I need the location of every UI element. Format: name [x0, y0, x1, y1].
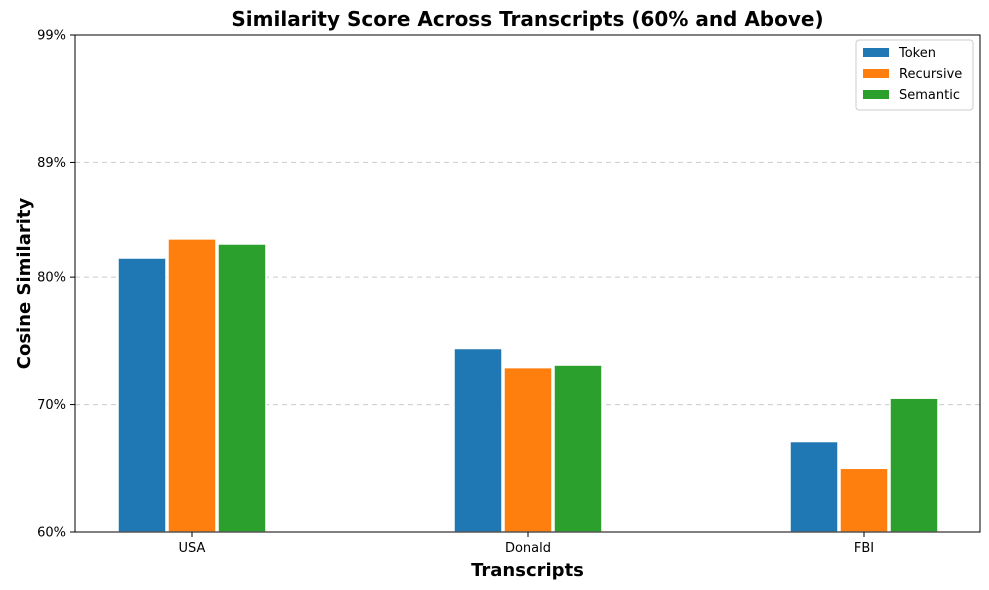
x-axis-label: Transcripts: [471, 560, 584, 581]
legend-label-token: Token: [898, 46, 936, 61]
bar-recursive-usa: [167, 238, 217, 533]
x-tick-label: FBI: [854, 541, 874, 556]
chart-title: Similarity Score Across Transcripts (60%…: [231, 7, 823, 31]
y-tick-label: 99%: [37, 29, 66, 44]
bar-recursive-fbi: [839, 467, 889, 533]
bar-token-donald: [453, 347, 503, 533]
bar-semantic-donald: [553, 364, 603, 533]
bar-recursive-donald: [503, 366, 553, 533]
y-tick-label: 80%: [37, 271, 66, 286]
legend-label-semantic: Semantic: [899, 88, 960, 103]
y-tick-label: 60%: [37, 526, 66, 541]
bar-token-usa: [117, 257, 167, 533]
bars: [117, 238, 939, 533]
y-axis-label: Cosine Similarity: [14, 197, 35, 369]
y-tick-label: 89%: [37, 156, 66, 171]
x-axis-ticks: USA Donald FBI: [179, 532, 874, 556]
bar-semantic-fbi: [889, 397, 939, 533]
y-axis-ticks: 60% 70% 80% 89% 99%: [37, 29, 75, 541]
legend-label-recursive: Recursive: [899, 67, 962, 82]
legend-swatch-token: [863, 48, 889, 57]
bar-semantic-usa: [217, 243, 267, 533]
legend: Token Recursive Semantic: [855, 39, 974, 111]
x-tick-label: Donald: [505, 541, 551, 556]
legend-swatch-semantic: [863, 90, 889, 99]
y-tick-label: 70%: [37, 398, 66, 413]
bar-token-fbi: [789, 440, 839, 533]
x-tick-label: USA: [179, 541, 206, 556]
legend-swatch-recursive: [863, 69, 889, 78]
